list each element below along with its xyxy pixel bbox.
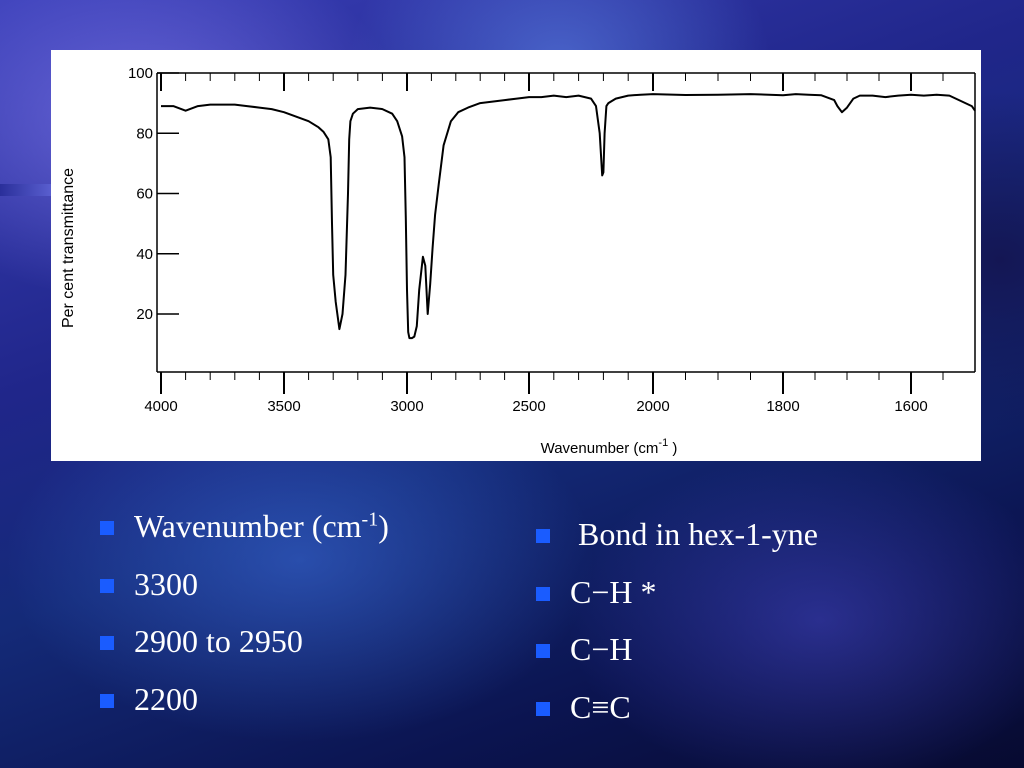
bullet-icon xyxy=(536,529,550,543)
list-item: 3300 xyxy=(100,566,389,624)
chart-svg: 4000 3500 3000 2500 2000 1800 160020406080100 … xyxy=(60,65,976,457)
bullet-icon xyxy=(100,578,114,593)
bullet-icon xyxy=(536,586,550,601)
list-item: C−H * xyxy=(536,574,818,632)
bullet-text: 3300 xyxy=(134,565,198,602)
bullet-text: C≡C xyxy=(570,688,631,725)
bond-list: Bond in hex-1-yne C−H * C−H C≡C xyxy=(536,516,818,746)
x-tick-label: 1800 xyxy=(766,398,799,415)
bullet-text: Bond in hex-1-yne xyxy=(570,516,818,552)
y-tick-label: 40 xyxy=(136,246,153,263)
bullet-superscript: -1 xyxy=(361,508,379,531)
ir-spectrum-chart: 4000 3500 3000 2500 2000 1800 1600 20 40 60 80 100 … xyxy=(51,50,981,461)
spectrum-line xyxy=(161,93,976,340)
bullet-text: Wavenumber (cm xyxy=(134,508,362,544)
wavenumber-list: Wavenumber (cm-1) 3300 2900 to 2950 2200 xyxy=(100,508,389,738)
y-tick-label: 80 xyxy=(136,125,153,142)
list-item: C≡C xyxy=(536,689,818,747)
list-item: 2200 xyxy=(100,681,389,739)
list-item: Wavenumber (cm-1) xyxy=(100,508,389,566)
accent-bar xyxy=(0,184,52,196)
bullet-text: 2200 xyxy=(134,680,198,717)
y-tick-label: 100 xyxy=(128,65,153,82)
bullet-text: C−H xyxy=(570,631,633,667)
bullet-icon xyxy=(100,636,114,650)
list-item: Bond in hex-1-yne xyxy=(536,516,818,574)
x-tick-label: 2500 xyxy=(512,398,545,415)
list-item: 2900 to 2950 xyxy=(100,623,389,681)
y-axis-label: Per cent transmittance xyxy=(60,168,77,328)
x-tick-label: 2000 xyxy=(636,398,669,415)
x-tick-label: 3000 xyxy=(390,398,423,415)
x-tick-label: 4000 xyxy=(144,398,177,415)
x-tick-label: 1600 xyxy=(894,398,927,415)
bullet-icon xyxy=(536,701,550,716)
x-axis-label: Wavenumber (cm-1 ) xyxy=(541,437,678,457)
bullet-icon xyxy=(100,521,114,535)
bullet-text-end: ) xyxy=(378,508,389,544)
tick-marks xyxy=(157,72,944,394)
x-tick-label: 3500 xyxy=(267,398,300,415)
tick-labels: 4000 3500 3000 2500 2000 1800 1600 20 40 60 80 100 xyxy=(128,65,928,415)
y-tick-label: 60 xyxy=(136,186,153,203)
bullet-icon xyxy=(536,644,550,658)
y-tick-label: 20 xyxy=(136,306,153,323)
bullet-text: 2900 to 2950 xyxy=(134,623,303,659)
list-item: C−H xyxy=(536,631,818,689)
bullet-text: C−H * xyxy=(570,573,657,610)
bullet-icon xyxy=(100,693,114,708)
plot-frame xyxy=(156,72,976,373)
